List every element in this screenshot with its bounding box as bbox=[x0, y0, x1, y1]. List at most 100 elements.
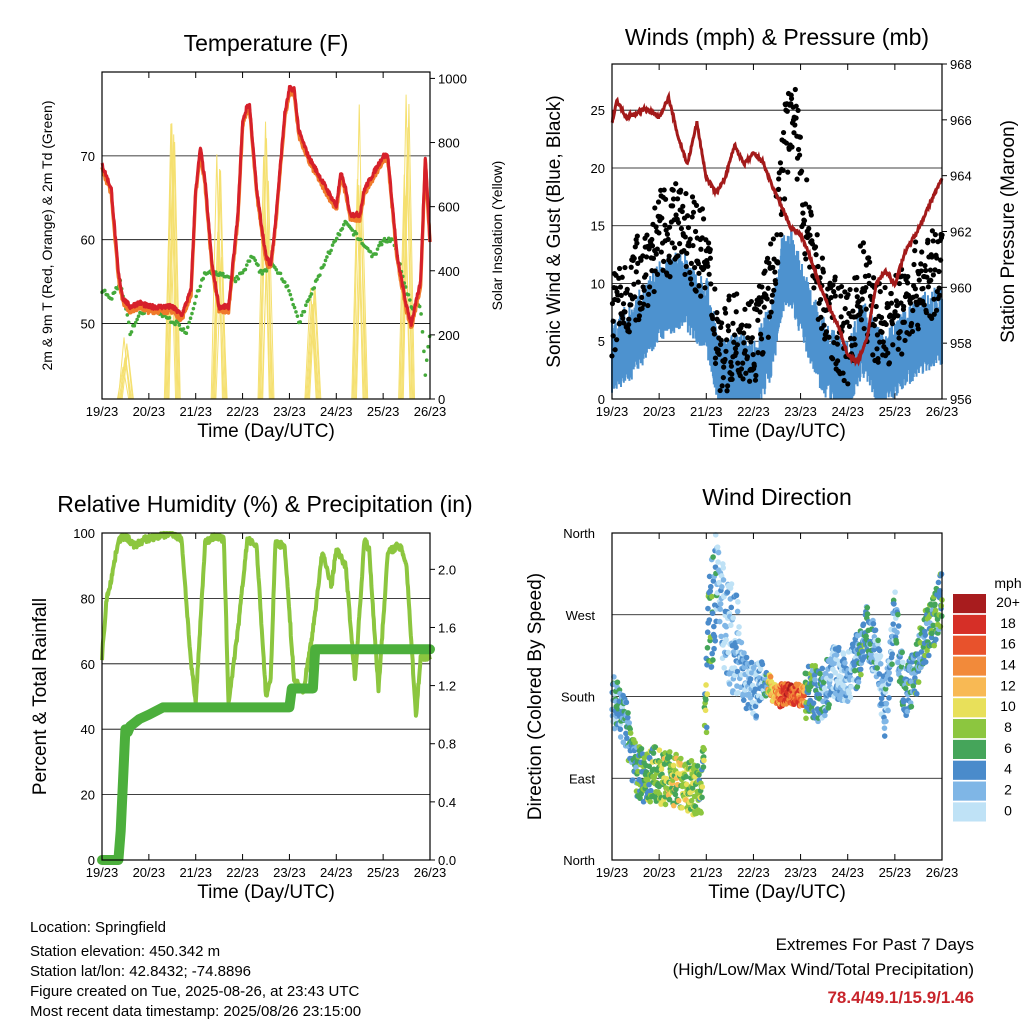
direction-point bbox=[626, 720, 633, 726]
solar-line bbox=[306, 304, 319, 400]
colorbar-label: 20+ bbox=[996, 594, 1020, 610]
gust-point bbox=[920, 285, 926, 292]
gust-point bbox=[636, 313, 643, 319]
dewpoint-point bbox=[181, 327, 186, 331]
direction-point bbox=[723, 636, 729, 643]
gust-point bbox=[670, 203, 676, 209]
gust-point bbox=[909, 328, 916, 335]
gust-point bbox=[820, 269, 826, 275]
gust-point bbox=[723, 348, 729, 354]
direction-point bbox=[734, 668, 741, 675]
colorbar-swatch bbox=[953, 594, 986, 614]
direction-point bbox=[851, 662, 858, 669]
direction-point bbox=[871, 646, 877, 653]
gust-point bbox=[798, 168, 805, 174]
dewpoint-point bbox=[198, 284, 203, 289]
x-tick-label: 25/23 bbox=[367, 404, 400, 419]
y-tick-label: West bbox=[566, 608, 596, 623]
dewpoint-point bbox=[423, 373, 428, 377]
dewpoint-point bbox=[354, 231, 359, 236]
direction-point bbox=[918, 649, 925, 655]
gust-point bbox=[632, 294, 638, 300]
gust-point bbox=[771, 287, 777, 293]
gust-point bbox=[671, 245, 678, 251]
x-tick-label: 19/23 bbox=[86, 404, 119, 419]
gust-point bbox=[708, 281, 714, 287]
gust-point bbox=[734, 291, 740, 297]
gust-point bbox=[758, 299, 764, 305]
elevation-text: Station elevation: 450.342 m bbox=[30, 943, 221, 960]
gust-point bbox=[815, 263, 821, 270]
y2-axis-label: Solar Insolation (Yellow) bbox=[489, 161, 505, 311]
dewpoint-point bbox=[322, 263, 326, 267]
gust-point bbox=[838, 283, 845, 290]
gust-point bbox=[768, 241, 774, 247]
gust-point bbox=[792, 122, 798, 128]
direction-point bbox=[854, 632, 861, 639]
gust-point bbox=[748, 298, 754, 305]
gust-point bbox=[722, 310, 729, 316]
direction-point bbox=[733, 592, 740, 599]
x-tick-label: 26/23 bbox=[414, 865, 447, 880]
dewpoint-point bbox=[408, 298, 412, 302]
direction-point bbox=[759, 661, 766, 668]
gust-point bbox=[794, 176, 800, 182]
gust-point bbox=[899, 351, 905, 357]
direction-point bbox=[707, 588, 714, 594]
latlon-text: Station lat/lon: 42.8432; -74.8896 bbox=[30, 963, 252, 980]
y2-tick-label: 0.8 bbox=[438, 737, 456, 752]
gust-point bbox=[735, 360, 741, 366]
direction-point bbox=[886, 695, 892, 701]
dewpoint-point bbox=[244, 263, 249, 267]
gust-point bbox=[707, 246, 713, 253]
gust-point bbox=[793, 103, 799, 109]
dewpoint-point bbox=[419, 312, 423, 316]
direction-point bbox=[715, 559, 721, 565]
gust-point bbox=[718, 341, 724, 348]
t2m-line bbox=[100, 84, 432, 327]
direction-point bbox=[938, 603, 945, 609]
direction-point bbox=[709, 610, 716, 617]
dewpoint-point bbox=[192, 301, 197, 306]
direction-point bbox=[646, 763, 653, 770]
direction-point bbox=[922, 659, 929, 665]
gust-point bbox=[928, 277, 934, 283]
gust-point bbox=[812, 244, 819, 250]
solar-line bbox=[305, 301, 318, 400]
gust-point bbox=[818, 296, 824, 303]
gust-point bbox=[628, 264, 634, 270]
gust-point bbox=[729, 371, 735, 377]
gust-point bbox=[635, 279, 641, 285]
y2-tick-label: 0.4 bbox=[438, 795, 456, 810]
x-tick-label: 20/23 bbox=[643, 404, 676, 419]
direction-point bbox=[614, 679, 621, 686]
x-tick-label: 21/23 bbox=[690, 404, 723, 419]
gust-point bbox=[905, 273, 911, 280]
gust-point bbox=[712, 355, 719, 361]
gust-point bbox=[726, 297, 732, 303]
direction-point bbox=[924, 647, 930, 654]
gust-point bbox=[695, 261, 701, 267]
solar-line bbox=[257, 156, 270, 400]
direction-point bbox=[711, 633, 718, 640]
direction-point bbox=[822, 712, 828, 719]
direction-point bbox=[917, 639, 924, 646]
gust-point bbox=[661, 258, 667, 264]
y-tick-label: 0 bbox=[88, 853, 95, 868]
direction-point bbox=[895, 659, 901, 666]
direction-point bbox=[735, 599, 741, 605]
gust-point bbox=[706, 271, 712, 277]
direction-point bbox=[801, 692, 807, 699]
gust-point bbox=[621, 320, 627, 326]
gust-point bbox=[796, 152, 803, 158]
gust-point bbox=[666, 253, 672, 259]
gust-point bbox=[800, 210, 806, 216]
gust-point bbox=[721, 364, 727, 370]
colorbar-label: 6 bbox=[1004, 740, 1012, 756]
y-tick-label: 60 bbox=[81, 233, 95, 248]
gust-point bbox=[838, 314, 844, 320]
gust-point bbox=[641, 301, 647, 307]
direction-point bbox=[889, 661, 895, 667]
dewpoint-point bbox=[417, 304, 422, 309]
gust-point bbox=[742, 306, 748, 312]
